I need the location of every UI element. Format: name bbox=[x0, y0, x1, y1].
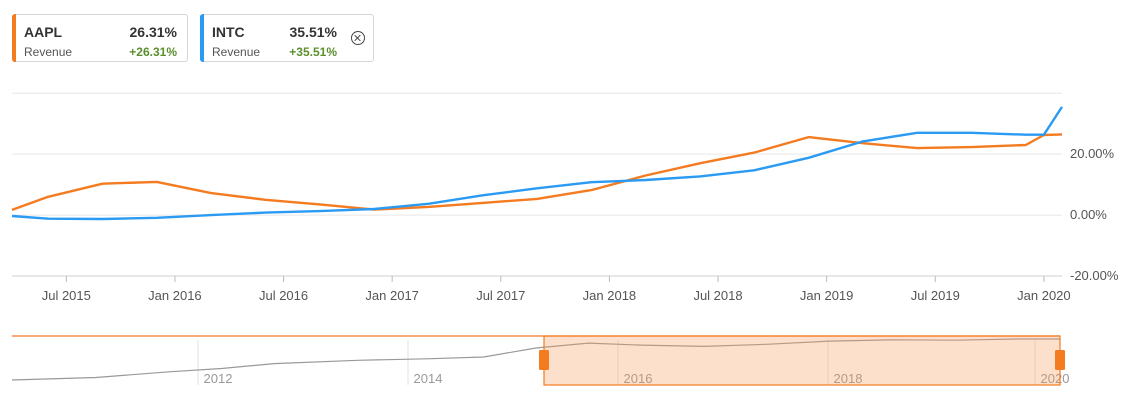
series-color-swatch bbox=[12, 14, 16, 62]
navigator-selection[interactable] bbox=[543, 335, 1061, 386]
x-tick-label: Jul 2015 bbox=[42, 288, 91, 303]
y-axis-tick-labels: 20.00% 0.00% -20.00% bbox=[1070, 146, 1119, 283]
navigator-year-label: 2012 bbox=[204, 371, 233, 386]
remove-series-icon[interactable] bbox=[351, 31, 365, 45]
series-lines bbox=[11, 106, 1064, 221]
x-tick-label: Jan 2018 bbox=[583, 288, 637, 303]
x-axis-tick-labels: Jul 2015 Jan 2016 Jul 2016 Jan 2017 Jul 2017… bbox=[42, 276, 1071, 303]
navigator-year-label: 2020 bbox=[1041, 371, 1070, 386]
x-tick-label: Jan 2016 bbox=[148, 288, 202, 303]
x-tick-label: Jan 2019 bbox=[800, 288, 854, 303]
series-color-swatch bbox=[200, 14, 204, 62]
navigator-handle-right[interactable] bbox=[1055, 350, 1065, 370]
x-tick-label: Jul 2019 bbox=[911, 288, 960, 303]
x-tick-label: Jul 2016 bbox=[259, 288, 308, 303]
series-line-aapl bbox=[11, 133, 1063, 212]
legend-card-aapl[interactable]: AAPL Revenue 26.31% +26.31% bbox=[12, 14, 188, 62]
range-navigator[interactable]: 2012 2014 2016 2018 2020 bbox=[11, 335, 1070, 386]
x-tick-label: Jan 2020 bbox=[1017, 288, 1071, 303]
y-tick-label: -20.00% bbox=[1070, 268, 1119, 283]
y-tick-label: 20.00% bbox=[1070, 146, 1115, 161]
grid-lines bbox=[12, 92, 1062, 277]
navigator-year-label: 2014 bbox=[414, 371, 443, 386]
legend-value: 35.51% bbox=[289, 24, 337, 40]
legend-card-intc[interactable]: INTC Revenue 35.51% +35.51% bbox=[200, 14, 374, 62]
legend-metric: Revenue bbox=[24, 45, 73, 59]
navigator-overview-line bbox=[11, 338, 1060, 381]
legend-metric: Revenue bbox=[212, 45, 261, 59]
legend-change: +26.31% bbox=[129, 45, 177, 59]
x-tick-label: Jul 2018 bbox=[693, 288, 742, 303]
series-line-intc bbox=[11, 106, 1064, 221]
legend-change: +35.51% bbox=[289, 45, 337, 59]
navigator-year-label: 2018 bbox=[834, 371, 863, 386]
navigator-handle-left[interactable] bbox=[539, 350, 549, 370]
y-tick-label: 0.00% bbox=[1070, 207, 1107, 222]
navigator-year-label: 2016 bbox=[624, 371, 653, 386]
legend-value: 26.31% bbox=[129, 24, 177, 40]
x-tick-label: Jan 2017 bbox=[365, 288, 419, 303]
legend-ticker: INTC bbox=[212, 24, 245, 40]
x-tick-label: Jul 2017 bbox=[476, 288, 525, 303]
legend-ticker: AAPL bbox=[24, 24, 63, 40]
